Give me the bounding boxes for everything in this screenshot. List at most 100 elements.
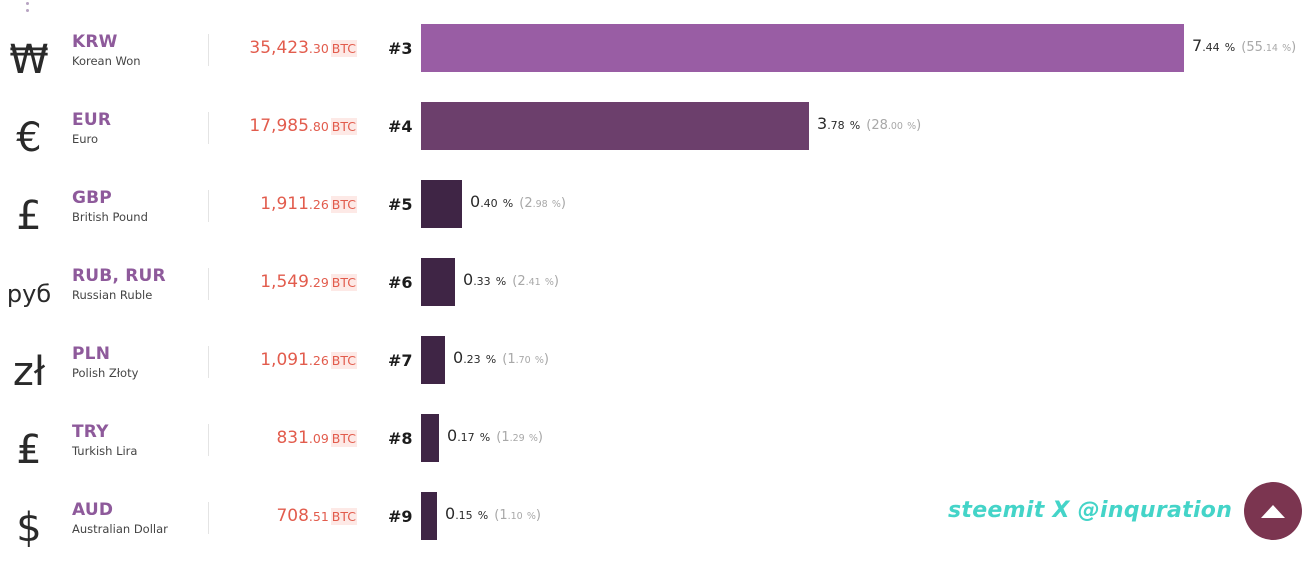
currency-code[interactable]: EUR: [72, 110, 112, 130]
share-unit: %: [528, 433, 538, 444]
volume-value: 1,091.26 BTC: [260, 350, 357, 370]
rank-label: #4: [388, 117, 413, 136]
share-unit: %: [544, 277, 554, 288]
volume-unit: BTC: [330, 274, 357, 291]
rank-label: #8: [388, 429, 413, 448]
currency-row-eur[interactable]: € EUR Euro 17,985.80 BTC #4 3.78 % (28.00 %): [0, 102, 1309, 180]
currency-code[interactable]: GBP: [72, 188, 112, 208]
share-open: (: [519, 196, 525, 211]
volume-value: 17,985.80 BTC: [249, 116, 357, 136]
pct-unit: %: [479, 431, 491, 444]
pct-decimal: .33: [473, 275, 491, 288]
volume-value: 1,549.29 BTC: [260, 272, 357, 292]
currency-symbol-icon: zł: [12, 349, 46, 395]
currency-name: Polish Złoty: [72, 366, 139, 380]
pct-unit: %: [1224, 41, 1236, 54]
share-integer: 28: [871, 118, 888, 133]
volume-integer: 17,985: [249, 116, 309, 136]
currency-code[interactable]: PLN: [72, 344, 111, 364]
share-unit: %: [907, 121, 917, 132]
rank-label: #7: [388, 351, 413, 370]
volume-integer: 831: [276, 428, 309, 448]
volume-decimal: .26: [308, 197, 329, 212]
arrow-up-icon: [1261, 505, 1285, 518]
volume-bar: [421, 492, 437, 540]
currency-row-krw[interactable]: ₩ KRW Korean Won 35,423.30 BTC #3 7.44 % (55.14…: [0, 24, 1309, 102]
share-close: ): [916, 118, 922, 133]
pct-unit: %: [485, 353, 497, 366]
rank-label: #6: [388, 273, 413, 292]
rank-label: #3: [388, 39, 413, 58]
percentage-label: 0.40 % (2.98 %): [470, 192, 566, 211]
currency-symbol-icon: €: [16, 115, 42, 161]
share-decimal: .10: [507, 511, 523, 522]
currency-code[interactable]: RUB, RUR: [72, 266, 166, 286]
divider: [208, 112, 209, 144]
pct-integer: 0: [470, 192, 481, 211]
currency-name: Turkish Lira: [72, 444, 138, 458]
share-decimal: .70: [515, 355, 531, 366]
pct-integer: 0: [453, 348, 464, 367]
percentage-label: 0.15 % (1.10 %): [445, 504, 541, 523]
pct-unit: %: [495, 275, 507, 288]
volume-unit: BTC: [330, 430, 357, 447]
share-integer: 2: [524, 196, 533, 211]
currency-name: Russian Ruble: [72, 288, 153, 302]
currency-symbol-icon: руб: [6, 280, 52, 308]
share-decimal: .14: [1262, 43, 1278, 54]
divider: [208, 346, 209, 378]
scroll-top-button[interactable]: [1244, 482, 1302, 540]
pct-decimal: .23: [463, 353, 481, 366]
volume-value: 708.51 BTC: [276, 506, 357, 526]
currency-name: British Pound: [72, 210, 148, 224]
share-unit: %: [1282, 43, 1292, 54]
volume-integer: 35,423: [249, 38, 309, 58]
share-integer: 1: [499, 508, 508, 523]
volume-decimal: .30: [308, 41, 329, 56]
currency-symbol-icon: ₤: [16, 427, 42, 473]
volume-decimal: .29: [308, 275, 329, 290]
share-close: ): [543, 352, 549, 367]
share-decimal: .29: [509, 433, 525, 444]
share-open: (: [1241, 40, 1247, 55]
more-dots-icon: [26, 0, 30, 16]
share-label: (2.41 %): [512, 274, 559, 289]
volume-value: 35,423.30 BTC: [249, 38, 357, 58]
divider: [208, 502, 209, 534]
currency-row-gbp[interactable]: £ GBP British Pound 1,911.26 BTC #5 0.40 % (2.9…: [0, 180, 1309, 258]
share-open: (: [866, 118, 872, 133]
share-integer: 55: [1246, 40, 1263, 55]
percentage-label: 3.78 % (28.00 %): [817, 114, 921, 133]
pct-unit: %: [849, 119, 861, 132]
divider: [208, 424, 209, 456]
currency-row-aud[interactable]: $ AUD Australian Dollar 708.51 BTC #9 0.15 % (1…: [0, 492, 1309, 570]
share-open: (: [502, 352, 508, 367]
volume-value: 831.09 BTC: [276, 428, 357, 448]
volume-unit: BTC: [330, 508, 357, 525]
rank-label: #9: [388, 507, 413, 526]
currency-row-pln[interactable]: zł PLN Polish Złoty 1,091.26 BTC #7 0.23 % (1.7…: [0, 336, 1309, 414]
currency-name: Korean Won: [72, 54, 141, 68]
share-decimal: .41: [525, 277, 541, 288]
currency-code[interactable]: TRY: [72, 422, 109, 442]
divider: [208, 190, 209, 222]
divider: [208, 34, 209, 66]
percentage-label: 0.33 % (2.41 %): [463, 270, 559, 289]
currency-row-rubrur[interactable]: руб RUB, RUR Russian Ruble 1,549.29 BTC #6 0.3…: [0, 258, 1309, 336]
share-decimal: .00: [887, 121, 903, 132]
currency-code[interactable]: AUD: [72, 500, 114, 520]
share-close: ): [537, 430, 543, 445]
pct-unit: %: [502, 197, 514, 210]
pct-integer: 0: [447, 426, 458, 445]
share-unit: %: [526, 511, 536, 522]
currency-code[interactable]: KRW: [72, 32, 118, 52]
share-open: (: [494, 508, 500, 523]
volume-decimal: .80: [308, 119, 329, 134]
pct-integer: 3: [817, 114, 828, 133]
currency-symbol-icon: ₩: [9, 37, 49, 83]
currency-row-try[interactable]: ₤ TRY Turkish Lira 831.09 BTC #8 0.17 % (1.29 %…: [0, 414, 1309, 492]
volume-integer: 1,911: [260, 194, 309, 214]
volume-decimal: .26: [308, 353, 329, 368]
volume-bar: [421, 336, 445, 384]
share-label: (55.14 %): [1241, 40, 1296, 55]
